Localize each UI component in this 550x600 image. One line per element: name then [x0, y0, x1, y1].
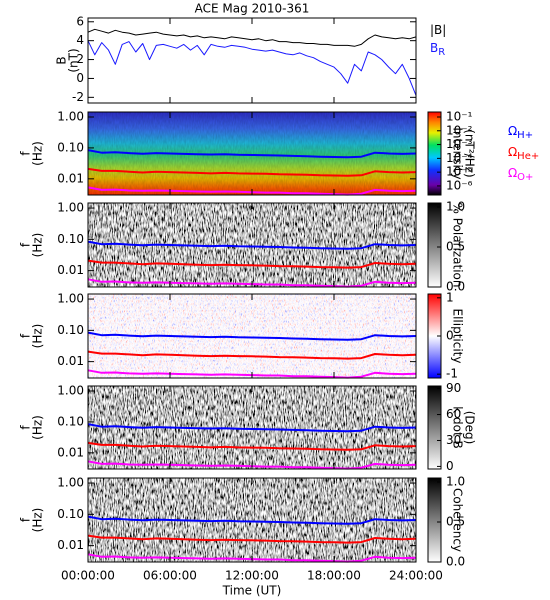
plot-frame — [87, 17, 417, 104]
colorbar-tick-label: 10⁻⁶ — [446, 178, 473, 192]
cyclotron-line — [87, 515, 417, 525]
colorbar-tick-label: -1 — [446, 367, 458, 381]
legend-label-main: B — [430, 41, 438, 55]
colorbar-tick-label: 60 — [446, 407, 461, 421]
y-tick-label: 0.01 — [57, 354, 84, 368]
legend-label-main: |B| — [430, 23, 446, 37]
y-axis-label: (Hz) — [31, 508, 45, 533]
y-tick-label: 0.01 — [57, 171, 84, 185]
y-axis-label: (Hz) — [31, 415, 45, 440]
y-tick-label: 0.01 — [57, 263, 84, 277]
y-tick-label: -2 — [72, 90, 84, 104]
legend-label-main: Ω — [508, 166, 517, 180]
colorbar-label: (Deg) — [463, 411, 477, 445]
cyclotron-line — [87, 350, 417, 360]
x-tick-label: 24:00:00 — [389, 569, 443, 583]
legend-label: ΩH+ — [508, 124, 533, 142]
colorbar-tick-label: 0.5 — [446, 515, 465, 529]
y-tick-label: 1.00 — [57, 383, 84, 397]
cyclotron-line — [87, 167, 417, 177]
data-line — [87, 28, 417, 47]
cyclotron-line — [87, 423, 417, 433]
legend-label: ΩO+ — [508, 166, 533, 184]
y-tick-label: 0.10 — [57, 507, 84, 521]
y-axis-label: B — [55, 56, 69, 64]
x-tick-label: 00:00:00 — [61, 569, 115, 583]
colorbar-tick-label: 10⁻⁴ — [446, 151, 473, 165]
legend-label: BR — [430, 41, 445, 59]
y-axis-label: (Hz) — [31, 324, 45, 349]
legend-label-sub: H+ — [517, 130, 533, 141]
cyclotron-line — [87, 149, 417, 159]
y-axis-label: f — [19, 425, 33, 430]
colorbar-tick-label: 0.0 — [446, 280, 465, 294]
cyclotron-line — [87, 441, 417, 451]
y-axis-label: (Hz) — [31, 141, 45, 166]
legend-label-main: Ω — [508, 124, 517, 138]
cyclotron-line — [87, 240, 417, 250]
colorbar-tick-label: 1.0 — [446, 475, 465, 489]
colorbar-tick-label: 1 — [446, 290, 454, 304]
colorbar-tick-label: 1.0 — [446, 200, 465, 214]
y-tick-label: 0.01 — [57, 445, 84, 459]
colorbar-tick-label: 0.0 — [446, 555, 465, 569]
legend-label: ΩHe+ — [508, 145, 539, 163]
colorbar — [427, 385, 442, 470]
cyclotron-line — [87, 331, 417, 341]
colorbar-label: Ellipticity — [451, 309, 465, 364]
colorbar-tick-label: 0 — [446, 329, 454, 343]
colorbar — [427, 202, 442, 288]
y-axis-label: f — [19, 333, 33, 338]
y-tick-label: 0.10 — [57, 414, 84, 428]
colorbar-tick-label: 10⁻¹ — [446, 109, 473, 123]
colorbar-tick-label: 30 — [446, 433, 461, 447]
x-tick-label: 12:00:00 — [225, 569, 279, 583]
y-axis-label: f — [19, 151, 33, 156]
y-tick-label: 1.00 — [57, 201, 84, 215]
y-tick-label: 6 — [76, 14, 84, 28]
y-tick-label: 1.00 — [57, 292, 84, 306]
colorbar-label: Coherency — [451, 488, 465, 552]
legend-label-sub: R — [438, 47, 445, 58]
y-tick-label: 1.00 — [57, 109, 84, 123]
colorbar-label: % Polarization — [451, 203, 465, 288]
colorbar-label: (nT²/Hz) — [463, 129, 477, 177]
cyclotron-line — [87, 259, 417, 269]
chart-title: ACE Mag 2010-361 — [195, 2, 310, 16]
y-axis-label: f — [19, 517, 33, 522]
x-axis-label: Time (UT) — [222, 584, 282, 598]
y-axis-label: (Hz) — [31, 233, 45, 258]
y-tick-label: 0.10 — [57, 232, 84, 246]
data-line — [87, 40, 417, 96]
colorbar-tick-label: 10⁻⁵ — [446, 165, 473, 179]
y-tick-label: 0.10 — [57, 323, 84, 337]
colorbar-tick-label: 10⁻² — [446, 123, 473, 137]
legend-label-sub: He+ — [517, 151, 539, 162]
legend-label-main: Ω — [508, 145, 517, 159]
colorbar-label: Intensity — [451, 127, 465, 179]
x-tick-label: 06:00:00 — [143, 569, 197, 583]
y-tick-label: 0.01 — [57, 538, 84, 552]
x-tick-label: 18:00:00 — [307, 569, 361, 583]
colorbar-tick-label: 10⁻³ — [446, 137, 473, 151]
y-tick-label: 2 — [76, 52, 84, 66]
y-axis-label: f — [19, 242, 33, 247]
colorbar-tick-label: 90 — [446, 381, 461, 395]
colorbar-tick-label: 0 — [446, 459, 454, 473]
y-tick-label: 4 — [76, 33, 84, 47]
legend-label-sub: O+ — [517, 172, 533, 183]
colorbar-label: k dot B — [451, 406, 465, 448]
colorbar-tick-label: 0.5 — [446, 240, 465, 254]
y-tick-label: 0 — [76, 71, 84, 85]
legend-label: |B| — [430, 23, 446, 37]
y-tick-label: 0.10 — [57, 140, 84, 154]
y-axis-label: (nT) — [67, 48, 81, 72]
y-tick-label: 1.00 — [57, 476, 84, 490]
cyclotron-line — [87, 534, 417, 544]
colorbar — [427, 111, 442, 196]
colorbar — [427, 477, 442, 563]
